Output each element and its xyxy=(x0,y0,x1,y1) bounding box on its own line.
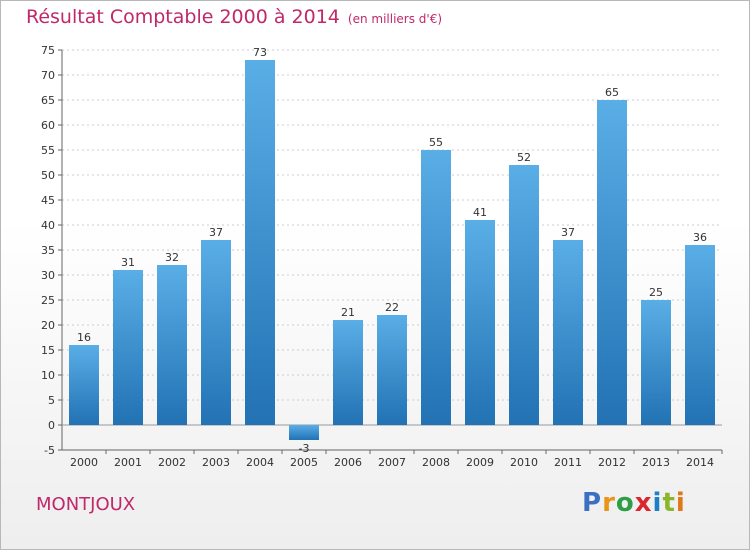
logo-letter: i xyxy=(675,488,686,518)
x-tick-label: 2008 xyxy=(422,456,450,469)
x-tick-label: 2010 xyxy=(510,456,538,469)
y-tick-label: -5 xyxy=(44,444,55,457)
value-label-2002: 32 xyxy=(165,251,179,264)
y-tick-label: 30 xyxy=(41,269,55,282)
city-name: MONTJOUX xyxy=(36,494,136,515)
bar-2011 xyxy=(553,240,583,425)
bar-2003 xyxy=(201,240,231,425)
y-tick-label: 60 xyxy=(41,119,55,132)
bar-2002 xyxy=(157,265,187,425)
value-label-2000: 16 xyxy=(77,331,91,344)
x-tick-label: 2012 xyxy=(598,456,626,469)
logo-letter: r xyxy=(602,488,616,518)
y-tick-label: 75 xyxy=(41,44,55,57)
value-label-2014: 36 xyxy=(693,231,707,244)
value-label-2001: 31 xyxy=(121,256,135,269)
logo-letter: o xyxy=(615,488,635,518)
bar-2000 xyxy=(69,345,99,425)
value-label-2003: 37 xyxy=(209,226,223,239)
value-label-2007: 22 xyxy=(385,301,399,314)
y-tick-label: 45 xyxy=(41,194,55,207)
bar-2006 xyxy=(333,320,363,425)
bar-2008 xyxy=(421,150,451,425)
x-tick-label: 2006 xyxy=(334,456,362,469)
proxiti-logo: Proxiti xyxy=(582,488,686,518)
bar-2004 xyxy=(245,60,275,425)
bar-2013 xyxy=(641,300,671,425)
value-label-2006: 21 xyxy=(341,306,355,319)
y-tick-label: 55 xyxy=(41,144,55,157)
y-tick-label: 20 xyxy=(41,319,55,332)
chart-title: Résultat Comptable 2000 à 2014 (en millie… xyxy=(26,6,442,28)
bars xyxy=(69,60,715,440)
value-label-2011: 37 xyxy=(561,226,575,239)
y-tick-label: 50 xyxy=(41,169,55,182)
value-label-2005: -3 xyxy=(299,442,310,455)
x-tick-label: 2014 xyxy=(686,456,714,469)
logo-letter: i xyxy=(652,488,663,518)
bar-2005 xyxy=(289,425,319,440)
chart-subtitle: (en milliers d'€) xyxy=(347,12,443,26)
y-tick-label: 15 xyxy=(41,344,55,357)
bar-2001 xyxy=(113,270,143,425)
x-tick-label: 2000 xyxy=(70,456,98,469)
y-tick-label: 35 xyxy=(41,244,55,257)
y-tick-label: 5 xyxy=(48,394,55,407)
y-tick-label: 65 xyxy=(41,94,55,107)
x-tick-label: 2003 xyxy=(202,456,230,469)
value-label-2008: 55 xyxy=(429,136,443,149)
y-tick-label: 70 xyxy=(41,69,55,82)
x-tick-label: 2005 xyxy=(290,456,318,469)
y-tick-label: 25 xyxy=(41,294,55,307)
x-tick-label: 2002 xyxy=(158,456,186,469)
value-label-2009: 41 xyxy=(473,206,487,219)
logo-letter: P xyxy=(582,488,603,518)
bar-2009 xyxy=(465,220,495,425)
bar-2010 xyxy=(509,165,539,425)
logo-letter: x xyxy=(634,488,653,518)
x-tick-label: 2011 xyxy=(554,456,582,469)
bar-2014 xyxy=(685,245,715,425)
value-label-2010: 52 xyxy=(517,151,531,164)
value-label-2013: 25 xyxy=(649,286,663,299)
value-label-2004: 73 xyxy=(253,46,267,59)
x-tick-label: 2001 xyxy=(114,456,142,469)
value-labels: 16 31 32 37 73 -3 21 22 55 41 52 37 65 25 36 xyxy=(77,46,707,455)
x-tick-label: 2009 xyxy=(466,456,494,469)
x-tick-label: 2004 xyxy=(246,456,274,469)
y-tick-label: 40 xyxy=(41,219,55,232)
logo-letter: t xyxy=(662,488,676,518)
y-tick-label: 10 xyxy=(41,369,55,382)
bar-2012 xyxy=(597,100,627,425)
value-label-2012: 65 xyxy=(605,86,619,99)
x-tick-label: 2013 xyxy=(642,456,670,469)
bar-2007 xyxy=(377,315,407,425)
chart-title-text: Résultat Comptable 2000 à 2014 xyxy=(26,6,340,28)
y-tick-label: 0 xyxy=(48,419,55,432)
x-tick-label: 2007 xyxy=(378,456,406,469)
